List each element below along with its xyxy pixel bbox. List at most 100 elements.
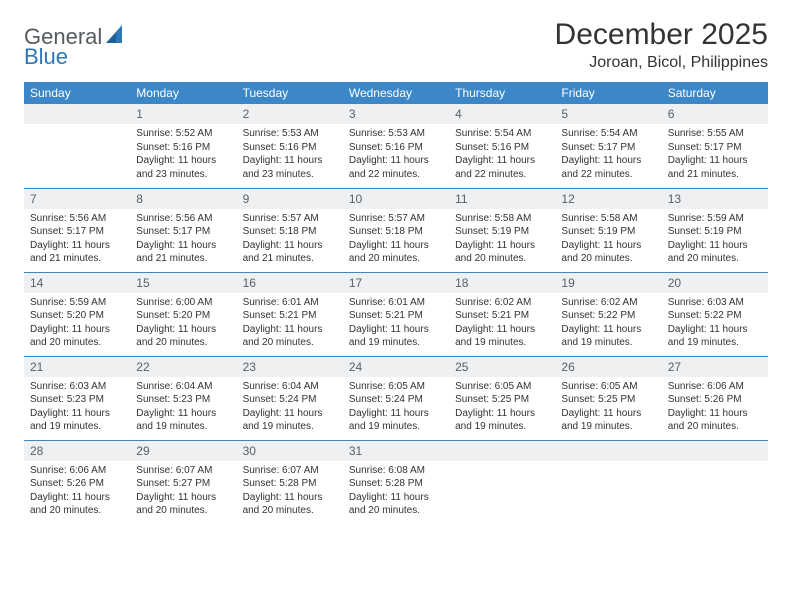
calendar-cell: 8Sunrise: 5:56 AMSunset: 5:17 PMDaylight…: [130, 188, 236, 272]
calendar-cell: 17Sunrise: 6:01 AMSunset: 5:21 PMDayligh…: [343, 272, 449, 356]
logo-text-blue: Blue: [24, 44, 68, 69]
day-details: Sunrise: 6:07 AMSunset: 5:27 PMDaylight:…: [130, 461, 236, 524]
day-number: 26: [555, 357, 661, 377]
day-number: 13: [662, 189, 768, 209]
day-details: Sunrise: 6:03 AMSunset: 5:22 PMDaylight:…: [662, 293, 768, 356]
day-number: 25: [449, 357, 555, 377]
calendar-cell: 3Sunrise: 5:53 AMSunset: 5:16 PMDaylight…: [343, 104, 449, 188]
day-number: [449, 441, 555, 461]
day-number: 22: [130, 357, 236, 377]
logo-sub: Blue: [24, 44, 68, 70]
calendar-cell: 21Sunrise: 6:03 AMSunset: 5:23 PMDayligh…: [24, 356, 130, 440]
calendar-cell: 28Sunrise: 6:06 AMSunset: 5:26 PMDayligh…: [24, 440, 130, 524]
day-details: Sunrise: 6:00 AMSunset: 5:20 PMDaylight:…: [130, 293, 236, 356]
calendar-week-row: 7Sunrise: 5:56 AMSunset: 5:17 PMDaylight…: [24, 188, 768, 272]
day-number: 7: [24, 189, 130, 209]
calendar-cell: [24, 104, 130, 188]
day-number: 9: [237, 189, 343, 209]
day-number: 14: [24, 273, 130, 293]
day-details: Sunrise: 5:58 AMSunset: 5:19 PMDaylight:…: [555, 209, 661, 272]
day-number: 16: [237, 273, 343, 293]
calendar-cell: 7Sunrise: 5:56 AMSunset: 5:17 PMDaylight…: [24, 188, 130, 272]
calendar-cell: 12Sunrise: 5:58 AMSunset: 5:19 PMDayligh…: [555, 188, 661, 272]
day-details: Sunrise: 6:01 AMSunset: 5:21 PMDaylight:…: [237, 293, 343, 356]
day-number: 20: [662, 273, 768, 293]
weekday-header: Thursday: [449, 82, 555, 104]
day-details: Sunrise: 5:53 AMSunset: 5:16 PMDaylight:…: [343, 124, 449, 187]
calendar-week-row: 14Sunrise: 5:59 AMSunset: 5:20 PMDayligh…: [24, 272, 768, 356]
day-details: Sunrise: 6:07 AMSunset: 5:28 PMDaylight:…: [237, 461, 343, 524]
day-number: 10: [343, 189, 449, 209]
month-title: December 2025: [555, 18, 768, 52]
calendar-cell: [662, 440, 768, 524]
calendar-cell: 10Sunrise: 5:57 AMSunset: 5:18 PMDayligh…: [343, 188, 449, 272]
day-number: 1: [130, 104, 236, 124]
calendar-week-row: 1Sunrise: 5:52 AMSunset: 5:16 PMDaylight…: [24, 104, 768, 188]
calendar-cell: 27Sunrise: 6:06 AMSunset: 5:26 PMDayligh…: [662, 356, 768, 440]
day-details: Sunrise: 6:01 AMSunset: 5:21 PMDaylight:…: [343, 293, 449, 356]
day-details: Sunrise: 6:06 AMSunset: 5:26 PMDaylight:…: [662, 377, 768, 440]
calendar-cell: 15Sunrise: 6:00 AMSunset: 5:20 PMDayligh…: [130, 272, 236, 356]
calendar-week-row: 21Sunrise: 6:03 AMSunset: 5:23 PMDayligh…: [24, 356, 768, 440]
day-details: Sunrise: 5:59 AMSunset: 5:19 PMDaylight:…: [662, 209, 768, 272]
day-number: 2: [237, 104, 343, 124]
day-details: Sunrise: 6:05 AMSunset: 5:25 PMDaylight:…: [555, 377, 661, 440]
calendar-cell: 24Sunrise: 6:05 AMSunset: 5:24 PMDayligh…: [343, 356, 449, 440]
day-details: Sunrise: 6:06 AMSunset: 5:26 PMDaylight:…: [24, 461, 130, 524]
day-number: 19: [555, 273, 661, 293]
logo-sail-icon: [106, 25, 128, 50]
day-number: 3: [343, 104, 449, 124]
calendar-week-row: 28Sunrise: 6:06 AMSunset: 5:26 PMDayligh…: [24, 440, 768, 524]
calendar-cell: 4Sunrise: 5:54 AMSunset: 5:16 PMDaylight…: [449, 104, 555, 188]
calendar-cell: 9Sunrise: 5:57 AMSunset: 5:18 PMDaylight…: [237, 188, 343, 272]
weekday-header: Sunday: [24, 82, 130, 104]
day-number: 11: [449, 189, 555, 209]
day-details: Sunrise: 5:53 AMSunset: 5:16 PMDaylight:…: [237, 124, 343, 187]
day-number: 12: [555, 189, 661, 209]
day-number: 8: [130, 189, 236, 209]
day-details: Sunrise: 5:52 AMSunset: 5:16 PMDaylight:…: [130, 124, 236, 187]
calendar-cell: 1Sunrise: 5:52 AMSunset: 5:16 PMDaylight…: [130, 104, 236, 188]
calendar-cell: 14Sunrise: 5:59 AMSunset: 5:20 PMDayligh…: [24, 272, 130, 356]
calendar-cell: 19Sunrise: 6:02 AMSunset: 5:22 PMDayligh…: [555, 272, 661, 356]
weekday-header: Monday: [130, 82, 236, 104]
day-number: 30: [237, 441, 343, 461]
day-details: Sunrise: 6:02 AMSunset: 5:21 PMDaylight:…: [449, 293, 555, 356]
day-number: 24: [343, 357, 449, 377]
day-details: Sunrise: 5:56 AMSunset: 5:17 PMDaylight:…: [130, 209, 236, 272]
day-number: [662, 441, 768, 461]
weekday-header: Tuesday: [237, 82, 343, 104]
day-details: Sunrise: 5:54 AMSunset: 5:17 PMDaylight:…: [555, 124, 661, 187]
calendar-cell: 2Sunrise: 5:53 AMSunset: 5:16 PMDaylight…: [237, 104, 343, 188]
day-number: 6: [662, 104, 768, 124]
calendar-cell: 30Sunrise: 6:07 AMSunset: 5:28 PMDayligh…: [237, 440, 343, 524]
header: General December 2025 Joroan, Bicol, Phi…: [24, 18, 768, 72]
day-details: Sunrise: 6:04 AMSunset: 5:23 PMDaylight:…: [130, 377, 236, 440]
day-number: 27: [662, 357, 768, 377]
weekday-header: Saturday: [662, 82, 768, 104]
day-number: 5: [555, 104, 661, 124]
weekday-header: Friday: [555, 82, 661, 104]
day-number: 15: [130, 273, 236, 293]
day-details: Sunrise: 5:57 AMSunset: 5:18 PMDaylight:…: [343, 209, 449, 272]
day-number: 29: [130, 441, 236, 461]
day-details: Sunrise: 6:05 AMSunset: 5:24 PMDaylight:…: [343, 377, 449, 440]
calendar-cell: [555, 440, 661, 524]
day-details: Sunrise: 5:59 AMSunset: 5:20 PMDaylight:…: [24, 293, 130, 356]
day-details: Sunrise: 5:56 AMSunset: 5:17 PMDaylight:…: [24, 209, 130, 272]
day-number: 23: [237, 357, 343, 377]
calendar-cell: 22Sunrise: 6:04 AMSunset: 5:23 PMDayligh…: [130, 356, 236, 440]
day-number: [555, 441, 661, 461]
weekday-header: Wednesday: [343, 82, 449, 104]
day-details: Sunrise: 6:04 AMSunset: 5:24 PMDaylight:…: [237, 377, 343, 440]
calendar-cell: 26Sunrise: 6:05 AMSunset: 5:25 PMDayligh…: [555, 356, 661, 440]
calendar-cell: 31Sunrise: 6:08 AMSunset: 5:28 PMDayligh…: [343, 440, 449, 524]
calendar-cell: 29Sunrise: 6:07 AMSunset: 5:27 PMDayligh…: [130, 440, 236, 524]
calendar-body: 1Sunrise: 5:52 AMSunset: 5:16 PMDaylight…: [24, 104, 768, 524]
day-details: Sunrise: 5:57 AMSunset: 5:18 PMDaylight:…: [237, 209, 343, 272]
day-number: 4: [449, 104, 555, 124]
day-number: 28: [24, 441, 130, 461]
day-details: Sunrise: 5:54 AMSunset: 5:16 PMDaylight:…: [449, 124, 555, 187]
day-number: 31: [343, 441, 449, 461]
day-details: Sunrise: 6:08 AMSunset: 5:28 PMDaylight:…: [343, 461, 449, 524]
